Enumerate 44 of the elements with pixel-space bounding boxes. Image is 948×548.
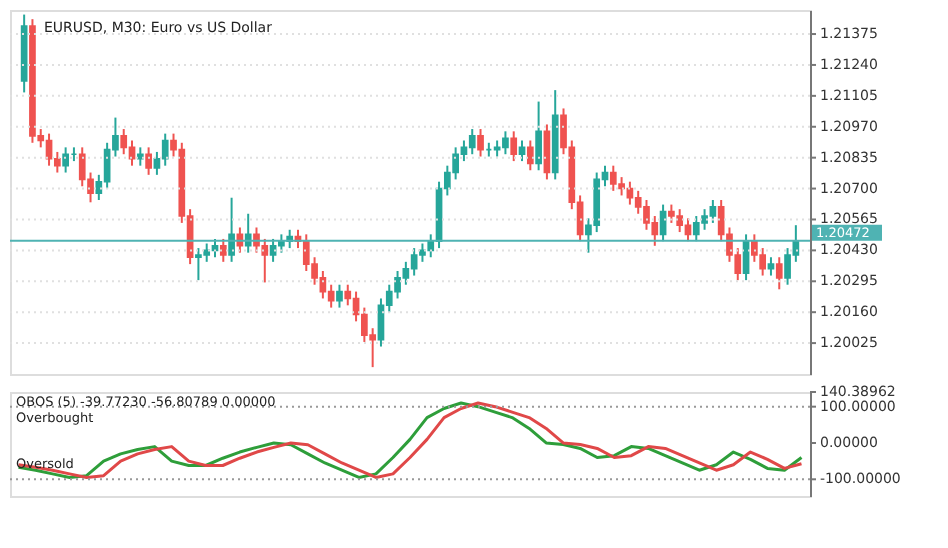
candlestick: [145, 146, 152, 176]
candlestick: [410, 247, 418, 277]
candlestick: [676, 208, 684, 234]
candlestick: [535, 100, 542, 172]
candlestick: [477, 128, 484, 158]
candlestick: [219, 237, 227, 263]
candlestick: [253, 226, 260, 254]
candlestick: [767, 256, 775, 277]
candlestick: [784, 247, 791, 286]
candlestick: [452, 146, 459, 181]
candlestick: [759, 247, 767, 277]
candlestick: [643, 199, 650, 231]
candlestick: [228, 196, 235, 263]
candlestick: [609, 164, 617, 192]
candlestick: [468, 128, 476, 156]
candlestick: [751, 233, 758, 263]
candlestick: [278, 233, 285, 254]
candlestick: [327, 283, 335, 309]
candlestick: [78, 146, 86, 188]
candlestick: [618, 176, 625, 197]
candlestick: [526, 139, 534, 172]
candlestick: [701, 208, 708, 231]
candlestick: [136, 146, 144, 167]
candlestick: [692, 215, 700, 243]
candlestick: [302, 233, 310, 272]
candlestick: [336, 283, 343, 309]
candlestick: [502, 130, 509, 156]
candlestick: [361, 306, 368, 343]
candlestick: [203, 242, 211, 263]
candlestick: [593, 171, 601, 234]
candlestick: [344, 283, 352, 307]
candlestick: [161, 132, 169, 167]
candlestick: [419, 242, 426, 263]
candlestick: [195, 247, 202, 282]
candlestick: [709, 199, 717, 224]
candlestick: [244, 212, 252, 254]
candlestick: [394, 269, 401, 300]
candlestick: [775, 256, 783, 291]
candlestick: [120, 128, 128, 156]
candlestick: [684, 217, 692, 243]
candlestick: [668, 203, 675, 224]
candlestick: [261, 237, 269, 284]
candlestick: [510, 130, 518, 163]
candlestick: [62, 146, 69, 174]
